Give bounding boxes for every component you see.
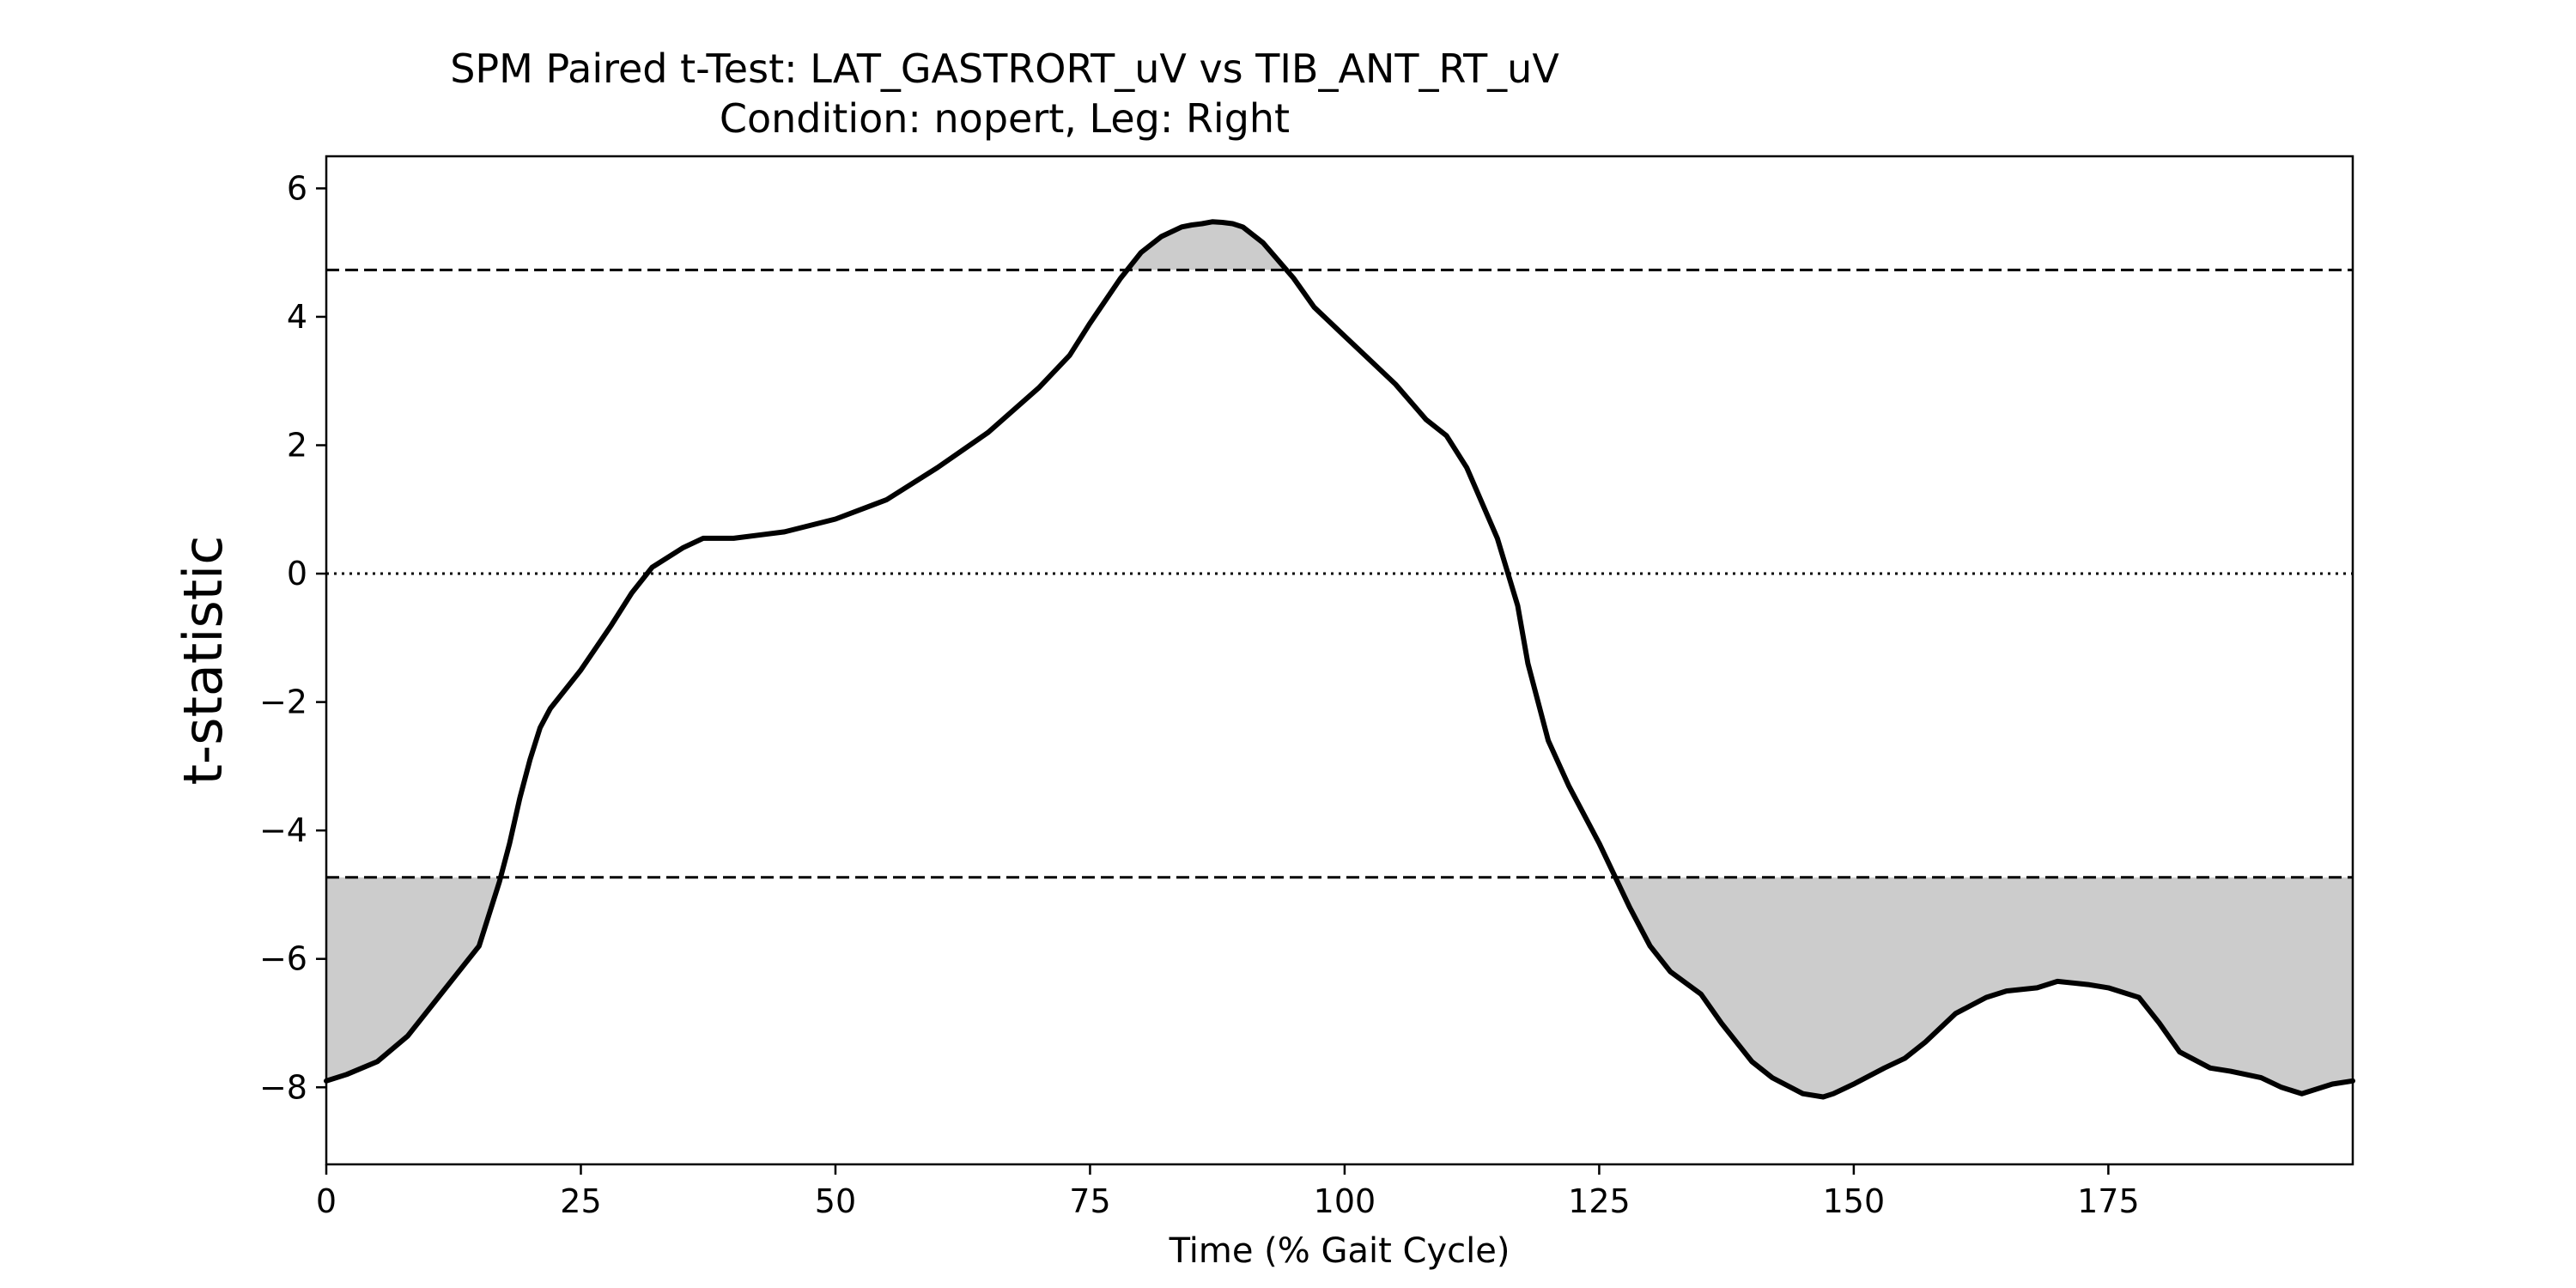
x-axis-label: Time (% Gait Cycle) xyxy=(1169,1231,1510,1271)
x-tick-label: 125 xyxy=(1568,1182,1631,1220)
y-tick-label: −4 xyxy=(259,811,307,849)
y-axis: 6 4 2 0 −2 −4 −6 −8 xyxy=(259,169,326,1106)
y-tick-label: −2 xyxy=(259,683,307,721)
x-tick-label: 75 xyxy=(1069,1182,1110,1220)
reference-lines xyxy=(326,268,2353,879)
x-tick-label: 175 xyxy=(2077,1182,2140,1220)
y-tick-label: 0 xyxy=(287,555,307,592)
x-tick-label: 50 xyxy=(815,1182,856,1220)
y-axis-label: t-statistic xyxy=(172,536,234,786)
y-tick-label: −8 xyxy=(259,1068,307,1106)
x-axis: 0 25 50 75 100 125 150 175 xyxy=(316,1164,2140,1220)
chart-subtitle: Condition: nopert, Leg: Right xyxy=(720,95,1290,142)
y-tick-label: 2 xyxy=(287,426,307,464)
t-statistic-line xyxy=(324,219,2355,1100)
y-tick-label: −6 xyxy=(259,940,307,978)
plot-frame xyxy=(325,155,2354,1166)
y-tick-label: 4 xyxy=(287,298,307,336)
chart-title: SPM Paired t-Test: LAT_GASTRORT_uV vs TI… xyxy=(450,46,1559,92)
x-tick-label: 150 xyxy=(1823,1182,1886,1220)
cluster-fill-positive xyxy=(1127,222,1287,270)
cluster-fill-negative xyxy=(1615,877,2353,1097)
suprathreshold-fills xyxy=(326,222,2353,1097)
cluster-fill-negative xyxy=(326,877,501,1081)
y-tick-label: 6 xyxy=(287,169,307,207)
x-tick-label: 100 xyxy=(1314,1182,1376,1220)
x-tick-label: 25 xyxy=(560,1182,601,1220)
x-tick-label: 0 xyxy=(316,1182,337,1220)
